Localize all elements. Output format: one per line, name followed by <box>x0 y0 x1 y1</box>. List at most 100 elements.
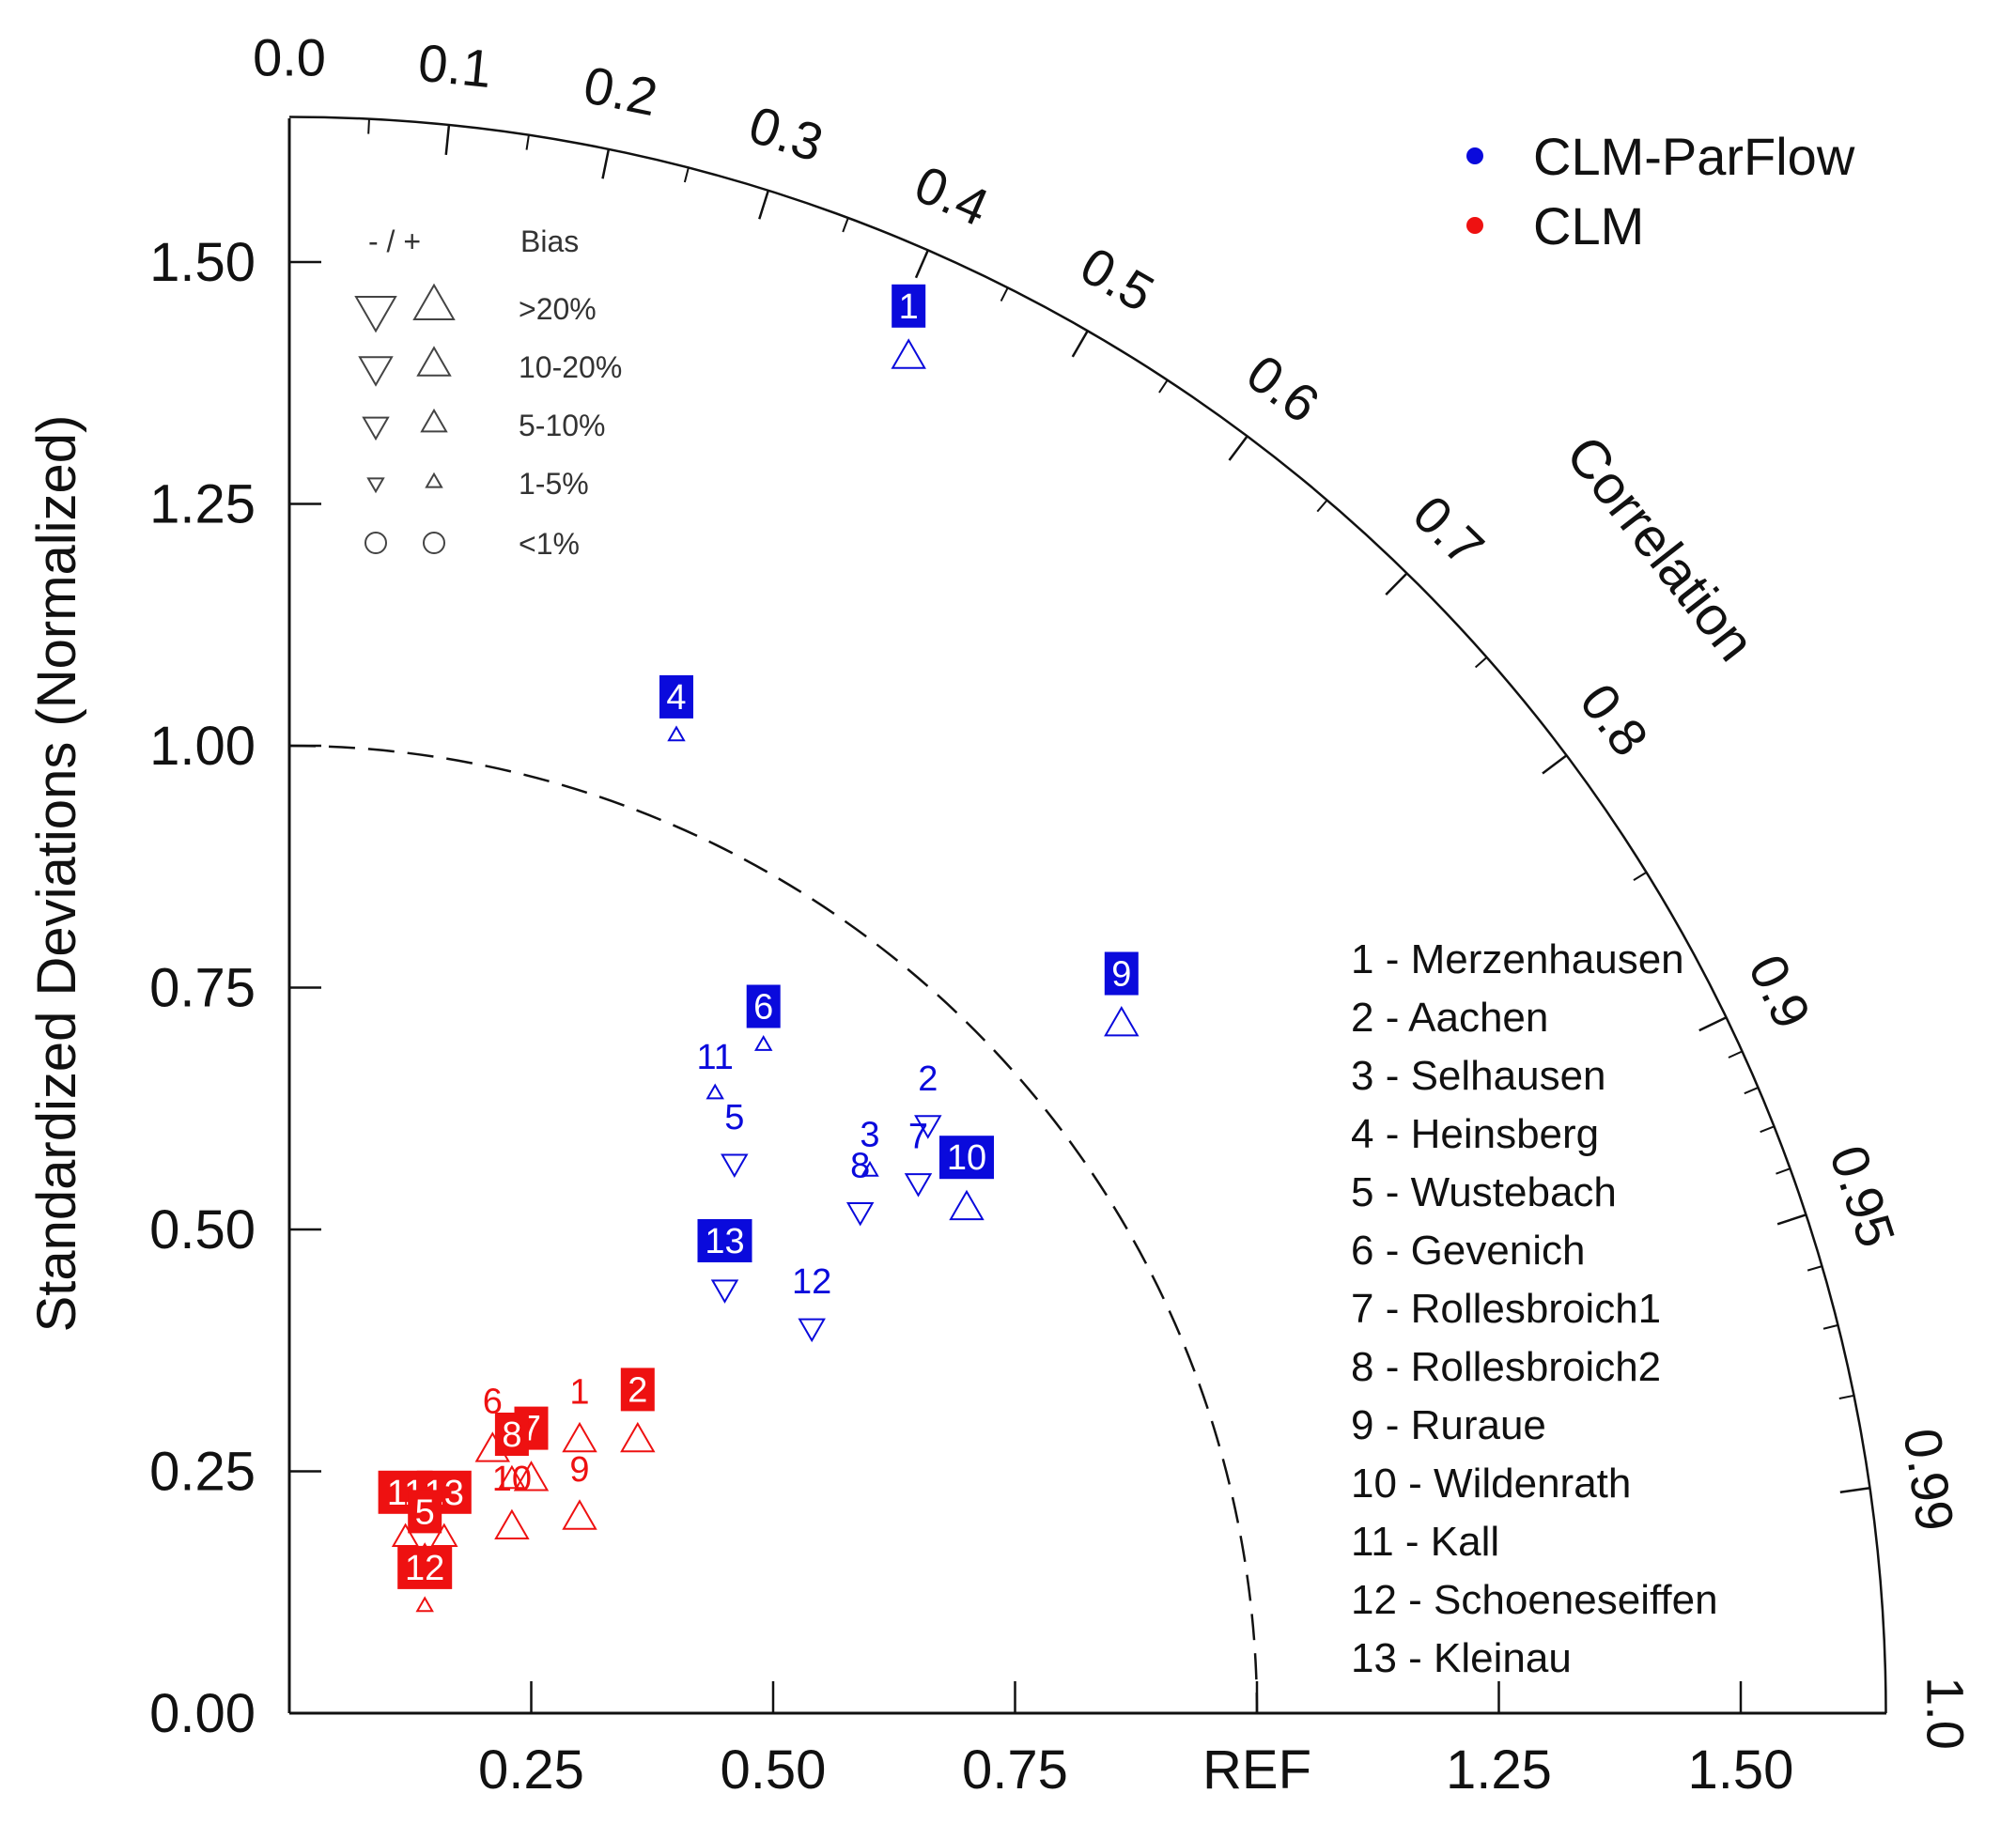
correlation-minor-tick <box>1760 1125 1775 1134</box>
correlation-tick-mark <box>1385 572 1408 596</box>
clm-parflow-station-2-marker <box>914 1115 942 1139</box>
clm-station-8-marker <box>498 1464 526 1490</box>
clm-parflow-station-10-label-box <box>939 1136 994 1180</box>
y-axis-title: Standardized Deviations (Normalized) <box>26 415 87 1333</box>
clm-parflow-station-7-marker <box>904 1173 933 1198</box>
clm-station-12-label: 12 <box>405 1549 444 1588</box>
clm-parflow-station-6-marker <box>753 1035 773 1051</box>
clm-parflow-station-4-marker <box>667 725 686 742</box>
y-tick-label-1-25: 1.25 <box>149 474 256 535</box>
correlation-minor-tick <box>1728 1050 1743 1059</box>
series-legend-label-clm: CLM <box>1533 196 1644 255</box>
bias-legend-positive-symbol <box>425 471 443 488</box>
clm-station-9-marker <box>562 1499 597 1530</box>
x-tick-label-0-50: 0.50 <box>721 1739 827 1801</box>
clm-parflow-station-8-marker <box>845 1201 875 1227</box>
clm-parflow-station-13-marker <box>710 1279 739 1304</box>
correlation-tick-mark <box>1698 1016 1728 1032</box>
clm-parflow-station-9-marker <box>1104 1005 1140 1037</box>
station-legend-item: 1 - Merzenhausen <box>1351 936 1684 982</box>
clm-parflow-station-4-label-box <box>659 674 693 719</box>
clm-parflow-station-6-label-box <box>746 984 781 1028</box>
station-legend-item: 6 - Gevenich <box>1351 1228 1585 1274</box>
correlation-tick-label-0-2: 0.2 <box>579 54 662 127</box>
x-tick-label-1-25: 1.25 <box>1446 1739 1552 1801</box>
y-tick-label-1-00: 1.00 <box>149 716 256 777</box>
station-legend-item: 4 - Heinsberg <box>1351 1111 1599 1157</box>
station-legend-item: 9 - Ruraue <box>1351 1402 1546 1448</box>
clm-station-5-label-box <box>408 1490 442 1534</box>
station-legend-item: 3 - Selhausen <box>1351 1053 1606 1099</box>
reference-sd-arc <box>288 744 1259 1714</box>
correlation-tick-mark <box>444 124 451 155</box>
correlation-minor-tick <box>1316 499 1328 513</box>
series-legend-label-clm-parflow: CLM-ParFlow <box>1533 127 1855 186</box>
y-tick-label-0-75: 0.75 <box>149 958 256 1019</box>
clm-station-7-marker <box>513 1461 550 1492</box>
station-legend-item: 13 - Kleinau <box>1351 1635 1572 1681</box>
series-legend-marker-clm <box>1466 217 1483 234</box>
clm-station-12-marker <box>415 1596 434 1613</box>
y-tick-label-0-25: 0.25 <box>149 1442 256 1503</box>
correlation-minor-tick <box>367 118 370 134</box>
correlation-minor-tick <box>1822 1323 1838 1330</box>
correlation-tick-mark <box>914 249 929 279</box>
clm-parflow-station-6-label: 6 <box>753 988 773 1028</box>
clm-parflow-station-3-marker <box>861 1160 879 1177</box>
clm-parflow-station-2-label: 2 <box>918 1059 938 1099</box>
x-tick-label-ref: REF <box>1202 1739 1311 1801</box>
station-legend-item: 12 - Schoeneseiffen <box>1351 1577 1718 1623</box>
station-legend-item: 7 - Rollesbroich1 <box>1351 1286 1661 1332</box>
bias-legend-negative-symbol <box>364 532 387 554</box>
correlation-minor-tick <box>1807 1265 1822 1272</box>
station-legend-item: 5 - Wustebach <box>1351 1169 1617 1215</box>
clm-parflow-station-9-label-box <box>1104 951 1139 996</box>
clm-parflow-station-9-label: 9 <box>1111 955 1131 995</box>
series-legend-marker-clm-parflow <box>1466 147 1483 164</box>
correlation-minor-tick <box>1838 1394 1854 1399</box>
station-legend-item: 11 - Kall <box>1351 1519 1499 1565</box>
correlation-minor-tick <box>1000 286 1009 302</box>
correlation-tick-mark <box>1776 1213 1807 1226</box>
clm-parflow-station-10-label: 10 <box>947 1138 986 1178</box>
bias-legend-positive-symbol <box>416 346 452 377</box>
clm-station-2-marker <box>620 1421 656 1453</box>
bias-legend-row-label: 1-5% <box>519 467 589 501</box>
clm-parflow-station-10-marker <box>949 1189 985 1221</box>
clm-parflow-station-1-label-box <box>892 284 926 328</box>
correlation-tick-mark <box>758 190 770 220</box>
clm-parflow-station-12-label: 12 <box>792 1262 831 1302</box>
correlation-arc <box>288 116 1887 1714</box>
correlation-minor-tick <box>683 167 690 183</box>
clm-parflow-station-5-marker <box>721 1153 749 1178</box>
clm-station-8-label-box <box>494 1413 529 1456</box>
correlation-tick-label-0-0: 0.0 <box>253 28 326 87</box>
bias-legend-negative-symbol <box>358 356 394 387</box>
bias-legend-bias-header: Bias <box>520 224 579 258</box>
clm-parflow-station-11-marker <box>706 1083 724 1100</box>
clm-parflow-station-7-label: 7 <box>908 1118 928 1157</box>
clm-parflow-station-13-label: 13 <box>705 1222 744 1261</box>
station-legend-item: 10 - Wildenrath <box>1351 1461 1631 1507</box>
clm-parflow-station-5-label: 5 <box>724 1098 744 1137</box>
correlation-minor-tick <box>1744 1087 1759 1095</box>
correlation-tick-mark <box>601 148 611 179</box>
y-tick-label-1-50: 1.50 <box>149 232 256 293</box>
correlation-tick-mark <box>1542 754 1568 775</box>
clm-station-12-label-box <box>397 1545 453 1589</box>
correlation-minor-tick <box>1474 657 1488 669</box>
correlation-tick-mark <box>1839 1487 1870 1494</box>
clm-station-6-label: 6 <box>483 1383 503 1422</box>
bias-legend-row-label: 5-10% <box>519 409 606 442</box>
station-legend-item: 2 - Aachen <box>1351 995 1548 1041</box>
correlation-minor-tick <box>1776 1167 1791 1175</box>
clm-parflow-station-1-marker <box>891 338 926 369</box>
x-tick-label-0-75: 0.75 <box>962 1739 1068 1801</box>
clm-station-10-label: 10 <box>492 1460 532 1499</box>
x-tick-label-1-50: 1.50 <box>1688 1739 1794 1801</box>
x-tick-label-0-25: 0.25 <box>478 1739 584 1801</box>
correlation-tick-label-1-0: 1.0 <box>1916 1677 1976 1750</box>
correlation-minor-tick <box>525 134 530 150</box>
clm-parflow-station-1-label: 1 <box>899 287 919 327</box>
